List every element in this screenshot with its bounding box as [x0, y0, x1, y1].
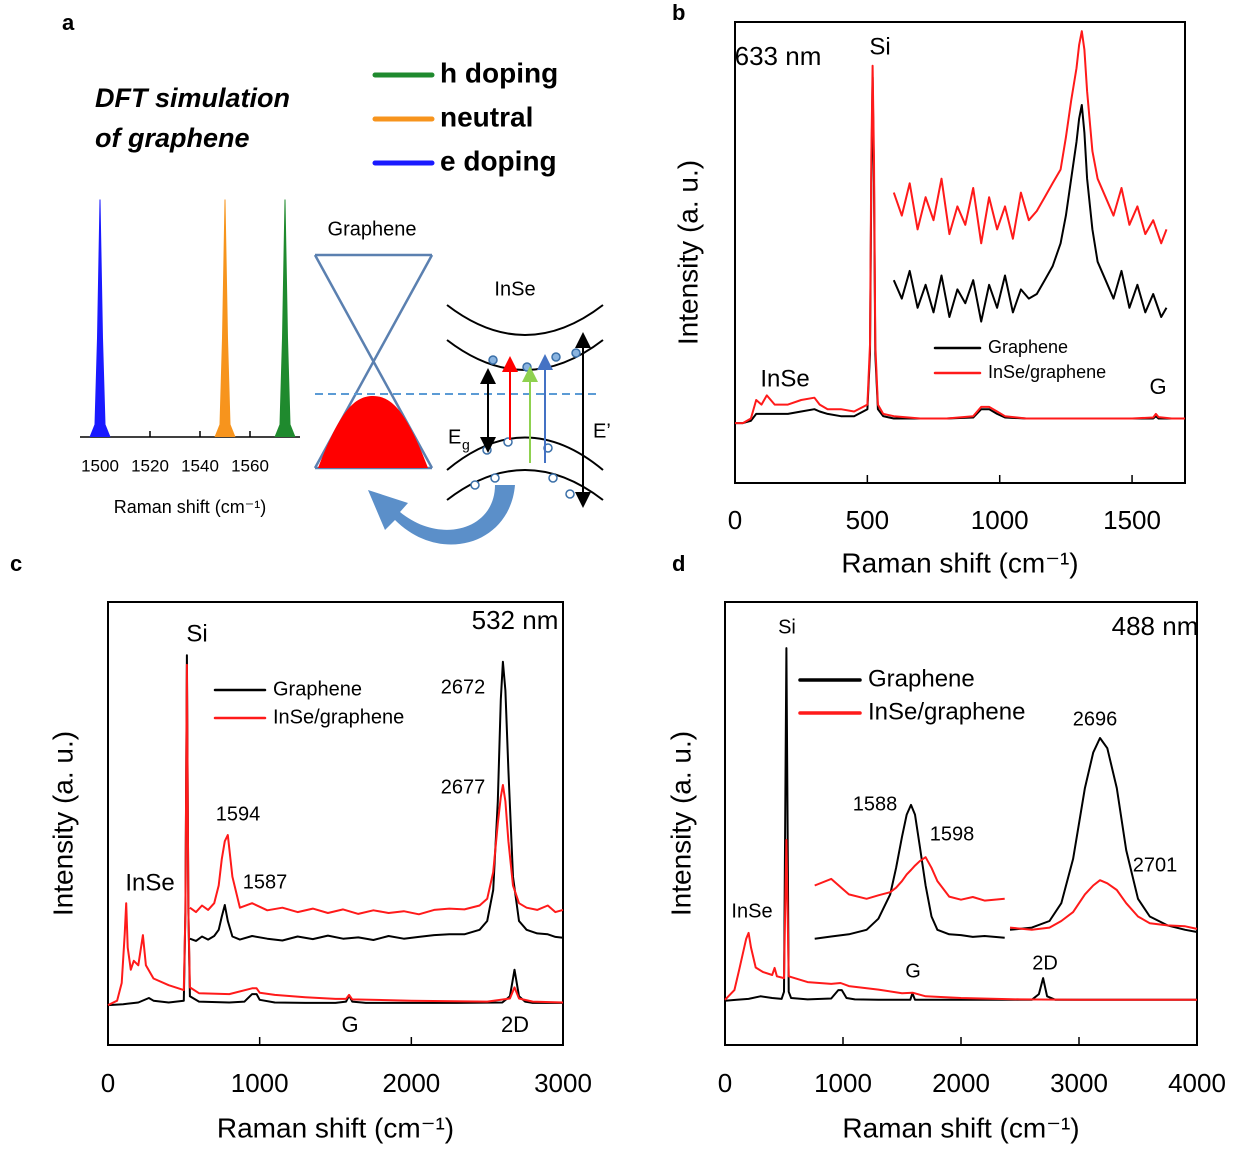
legend-label: Graphene: [988, 337, 1068, 357]
spectrum: [892, 30, 1168, 245]
annotation: 633 nm: [735, 41, 822, 71]
annotation: 488 nm: [1112, 611, 1199, 641]
annotation: 2696: [1073, 708, 1118, 730]
annotation: 1598: [930, 823, 975, 845]
spectrum: [189, 784, 564, 916]
x-tick-label: 3000: [534, 1068, 592, 1098]
x-axis-label: Raman shift (cm⁻¹): [217, 1112, 454, 1143]
legend-label: Graphene: [273, 678, 362, 700]
annotation: 2701: [1133, 854, 1178, 876]
legend-label: InSe/graphene: [868, 698, 1025, 725]
x-tick-label: 1520: [131, 456, 169, 475]
annotation: 1587: [243, 871, 288, 893]
chart-title: of graphene: [95, 123, 250, 153]
annotation: Si: [778, 616, 796, 638]
chart: 0 500 1000 1500 Raman shift (cm⁻¹) Intensity …: [672, 21, 1186, 578]
x-tick-label: 500: [846, 505, 889, 535]
plot-frame: [734, 21, 1186, 484]
spectrum: [735, 64, 1185, 425]
annotation: InSe: [125, 869, 174, 896]
spectrum: [89, 199, 111, 438]
chart: 0 1000 2000 3000 4000 Raman shift (cm⁻¹) Inten…: [665, 601, 1226, 1143]
transitions: [480, 332, 591, 508]
x-tick-label: 1500: [81, 456, 119, 475]
plot-frame: [107, 601, 564, 1046]
gap-label: E: [448, 426, 461, 448]
chart: 0 1000 2000 3000 Raman shift (cm⁻¹) Intensity…: [47, 601, 592, 1143]
spectrum: [814, 856, 1005, 902]
legend-label: InSe/graphene: [273, 706, 404, 728]
spectrum: [107, 663, 564, 1007]
chart: 1500 1520 1540 1560 Raman shift (cm⁻¹) DFT si…: [80, 57, 558, 517]
panel-label: a: [62, 10, 75, 35]
annotation: InSe: [731, 900, 772, 922]
x-tick-label: 2000: [382, 1068, 440, 1098]
legend-label: h doping: [440, 57, 558, 88]
y-axis-label: Intensity (a. u.): [665, 731, 696, 916]
panel-label: c: [10, 551, 22, 576]
graphene-label: Graphene: [328, 218, 417, 240]
annotation: Si: [186, 620, 207, 647]
annotation: 1588: [853, 793, 898, 815]
annotation: 1594: [216, 803, 261, 825]
legend-label: e doping: [440, 145, 557, 176]
x-tick-label: 1000: [231, 1068, 289, 1098]
panel-label: b: [672, 0, 685, 25]
legend-label: InSe/graphene: [988, 362, 1106, 382]
transfer-arrow: [368, 485, 515, 545]
x-tick-label: 1000: [971, 505, 1029, 535]
spectrum: [1009, 737, 1198, 933]
gap-subscript: g: [462, 437, 470, 453]
x-tick-label: 0: [101, 1068, 115, 1098]
spectrum: [1009, 879, 1198, 931]
spectrum: [814, 803, 1005, 940]
x-tick-label: 1560: [231, 456, 269, 475]
y-axis-label: Intensity (a. u.): [672, 160, 703, 345]
spectrum: [189, 660, 564, 942]
filled-states: [318, 396, 428, 468]
spectrum: [274, 199, 296, 438]
spectrum: [214, 199, 236, 438]
annotation: 2D: [501, 1012, 529, 1037]
chart-title: DFT simulation: [95, 83, 290, 113]
legend-label: neutral: [440, 101, 533, 132]
x-axis-label: Raman shift (cm⁻¹): [842, 1112, 1079, 1143]
annotation: G: [905, 960, 921, 982]
x-tick-label: 1000: [814, 1068, 872, 1098]
y-axis-label: Intensity (a. u.): [47, 731, 78, 916]
spectrum: [724, 838, 1197, 1001]
annotation: Si: [869, 33, 890, 60]
annotation: 2D: [1032, 952, 1058, 974]
band-diagram: Graphene InSe E g E’: [313, 218, 611, 545]
annotation: 532 nm: [472, 605, 559, 635]
x-tick-label: 1500: [1103, 505, 1161, 535]
energy-label: E’: [593, 420, 611, 442]
spectrum: [724, 647, 1197, 1002]
panel-label: d: [672, 551, 685, 576]
spectrum: [892, 104, 1168, 323]
x-tick-label: 0: [728, 505, 742, 535]
annotation: G: [1149, 374, 1166, 399]
spectrum: [107, 654, 563, 1007]
x-tick-label: 2000: [932, 1068, 990, 1098]
annotation: InSe: [760, 365, 809, 392]
x-tick-label: 4000: [1168, 1068, 1226, 1098]
annotation: G: [341, 1012, 358, 1037]
legend-label: Graphene: [868, 665, 975, 692]
x-tick-label: 1540: [181, 456, 219, 475]
inse-bands: [446, 304, 604, 501]
annotation: 2677: [441, 776, 486, 798]
annotation: 2672: [441, 676, 486, 698]
x-axis-label: Raman shift (cm⁻¹): [114, 497, 267, 517]
inse-label: InSe: [494, 278, 535, 300]
x-tick-label: 3000: [1050, 1068, 1108, 1098]
x-axis-label: Raman shift (cm⁻¹): [841, 547, 1078, 578]
x-tick-label: 0: [718, 1068, 732, 1098]
